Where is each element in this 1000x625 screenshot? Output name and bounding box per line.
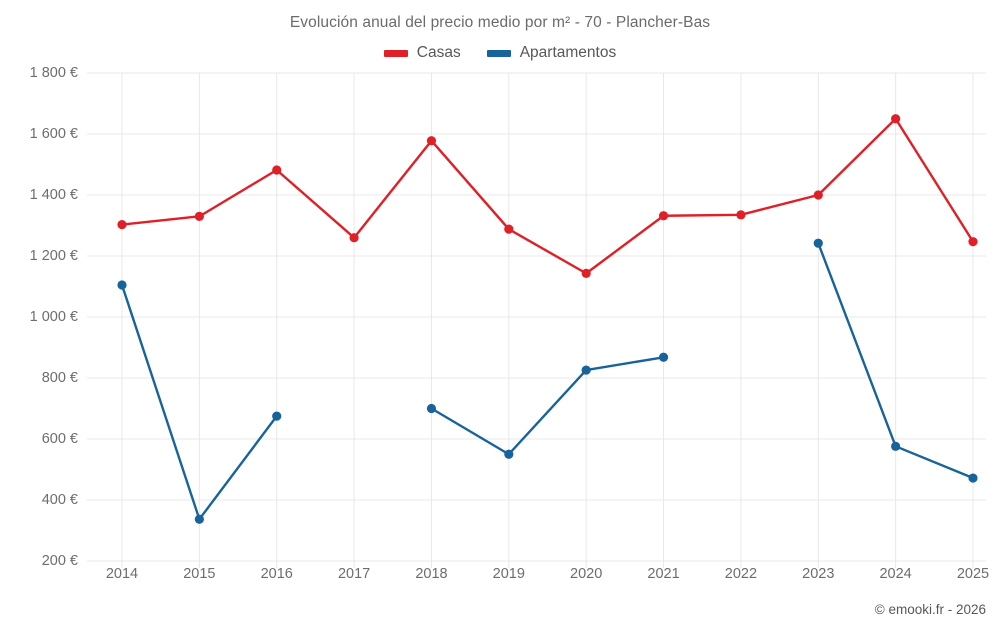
x-axis-tick-label: 2014 [105, 566, 139, 582]
series-line-apartamentos [430, 356, 665, 456]
legend-item-apartamentos[interactable]: Apartamentos [486, 44, 617, 62]
data-point-casas-2025[interactable] [968, 237, 978, 247]
data-point-apartamentos-2019[interactable] [504, 449, 514, 459]
data-point-apartamentos-2024[interactable] [891, 441, 901, 451]
data-point-casas-2019[interactable] [504, 224, 514, 234]
data-point-apartamentos-2025[interactable] [968, 473, 978, 483]
y-axis-tick-labels: 1 800 € 1 600 € 1 400 € 1 200 € 1 000 € 800 €… [0, 0, 78, 625]
data-point-casas-2017[interactable] [349, 233, 359, 243]
x-axis-tick-label: 2025 [956, 566, 990, 582]
data-point-apartamentos-2018[interactable] [426, 403, 437, 414]
legend-swatch-icon [383, 49, 408, 57]
x-axis-tick-label: 2017 [337, 566, 371, 582]
y-axis-tick-label: 200 € [41, 553, 78, 569]
legend-item-casas[interactable]: Casas [383, 44, 461, 62]
legend-label-casas: Casas [416, 44, 461, 61]
series-line-casas [120, 117, 975, 275]
chart-title: Evolución anual del precio medio por m² … [289, 14, 711, 31]
y-axis-tick-label: 1 000 € [29, 309, 78, 325]
chart-legend: Casas Apartamentos [0, 44, 1000, 62]
x-axis-tick-label: 2015 [183, 566, 216, 582]
data-point-casas-2021[interactable] [658, 211, 669, 221]
x-axis-tick-label: 2020 [570, 566, 603, 582]
data-point-casas-2024[interactable] [891, 114, 901, 124]
y-axis-tick-label: 1 800 € [29, 65, 78, 81]
data-point-apartamentos-2015[interactable] [194, 514, 204, 524]
y-axis-tick-label: 1 600 € [29, 126, 78, 142]
data-point-casas-2016[interactable] [272, 165, 282, 175]
data-point-apartamentos-2021[interactable] [658, 352, 669, 362]
y-axis-tick-label: 1 400 € [29, 187, 78, 203]
x-axis-tick-label: 2019 [492, 566, 525, 582]
x-axis-tick-label: 2021 [647, 566, 680, 582]
x-axis-tick-label: 2023 [802, 566, 835, 582]
legend-label-apartamentos: Apartamentos [519, 44, 617, 61]
y-axis-tick-label: 1 200 € [29, 248, 78, 264]
data-point-casas-2014[interactable] [117, 219, 127, 230]
y-axis-tick-label: 600 € [41, 431, 78, 447]
data-point-apartamentos-2023[interactable] [813, 238, 823, 248]
data-point-apartamentos-2020[interactable] [581, 365, 591, 375]
x-axis-tick-label: 2018 [415, 566, 448, 582]
data-point-apartamentos-2016[interactable] [272, 411, 282, 421]
x-axis-tick-label: 2024 [879, 566, 912, 582]
legend-swatch-icon [486, 49, 511, 57]
footer-credit: © emooki.fr - 2026 [874, 602, 986, 617]
data-point-casas-2018[interactable] [426, 136, 437, 146]
data-point-casas-2015[interactable] [194, 211, 204, 221]
y-axis-tick-label: 800 € [41, 370, 78, 386]
x-axis-tick-label: 2016 [260, 566, 293, 582]
data-point-casas-2022[interactable] [736, 210, 746, 220]
data-point-casas-2020[interactable] [581, 268, 591, 278]
x-axis-tick-label: 2022 [724, 566, 758, 582]
data-point-apartamentos-2014[interactable] [117, 280, 127, 290]
y-axis-tick-label: 400 € [41, 492, 78, 508]
data-point-casas-2023[interactable] [813, 190, 823, 200]
